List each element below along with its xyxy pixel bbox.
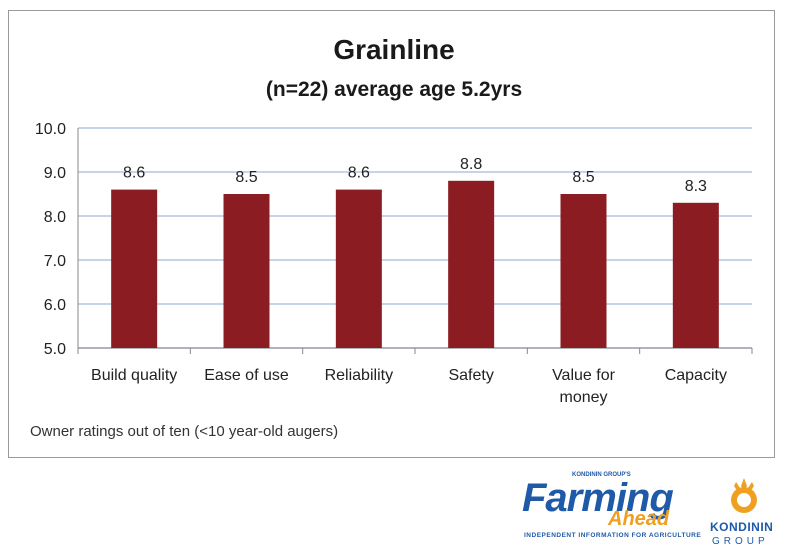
x-tick-label-line: money — [559, 389, 607, 406]
bar — [672, 202, 719, 348]
x-tick-label-line: Safety — [448, 367, 493, 384]
x-tick-label-line: Capacity — [665, 367, 727, 384]
bar — [560, 194, 607, 348]
kondinin-name: KONDININ — [710, 520, 774, 534]
chart-footnote: Owner ratings out of ten (<10 year-old a… — [30, 423, 339, 440]
y-tick-label: 5.0 — [44, 341, 66, 358]
farming-ahead-kicker: KONDININ GROUP'S — [572, 472, 631, 478]
branding-logos: KONDININ GROUP'S Farming Ahead INDEPENDE… — [512, 470, 782, 556]
x-tick-label-line: Reliability — [325, 367, 393, 384]
bar — [335, 189, 382, 348]
farming-ahead-tagline: INDEPENDENT INFORMATION FOR AGRICULTURE — [524, 532, 702, 539]
data-label: 8.5 — [235, 169, 257, 186]
x-tick-label: Ease of use — [204, 367, 289, 384]
x-tick-label-line: Ease of use — [204, 367, 289, 384]
x-tick-label-line: Value for — [552, 367, 616, 384]
farming-ahead-logo-ahead: Ahead — [608, 508, 670, 530]
x-tick-label: Reliability — [325, 367, 393, 384]
bar — [448, 180, 495, 348]
bar — [223, 194, 270, 348]
bar-chart: 5.0 6.0 7.0 8.0 9.0 10.0 8.6 Build quality 8.5 Ea… — [35, 121, 753, 406]
y-tick-label: 8.0 — [44, 209, 66, 226]
bar — [111, 189, 158, 348]
farming-ahead-logo-word: Farming — [522, 476, 674, 520]
x-tick-label: Capacity — [665, 367, 727, 384]
chart-title: Grainline — [333, 34, 455, 65]
x-tick-label: Safety — [448, 367, 493, 384]
data-label: 8.6 — [348, 165, 370, 182]
data-label: 8.8 — [460, 156, 482, 173]
x-tick-label: Value for money — [552, 367, 616, 406]
y-tick-label: 6.0 — [44, 297, 66, 314]
data-label: 8.6 — [123, 165, 145, 182]
data-label: 8.3 — [685, 178, 707, 195]
data-label: 8.5 — [572, 169, 594, 186]
y-tick-label: 9.0 — [44, 165, 66, 182]
y-tick-label: 7.0 — [44, 253, 66, 270]
kondinin-wheat-icon — [731, 478, 757, 513]
y-tick-label: 10.0 — [35, 121, 66, 138]
x-tick-label: Build quality — [91, 367, 177, 384]
kondinin-group: GROUP — [712, 536, 769, 547]
chart-subtitle: (n=22) average age 5.2yrs — [265, 78, 523, 101]
x-tick-label-line: Build quality — [91, 367, 177, 384]
